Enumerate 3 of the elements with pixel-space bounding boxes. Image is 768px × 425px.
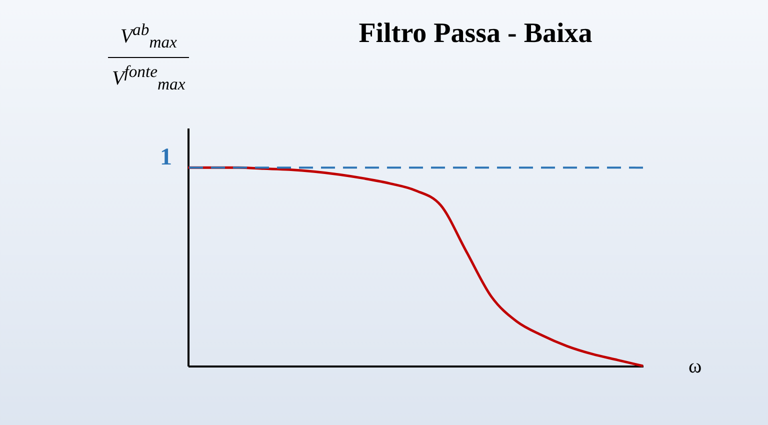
ref-line-label: 1 (160, 144, 172, 171)
x-axis-title: ω (688, 356, 702, 378)
chart-title: Filtro Passa - Baixa (358, 18, 592, 49)
